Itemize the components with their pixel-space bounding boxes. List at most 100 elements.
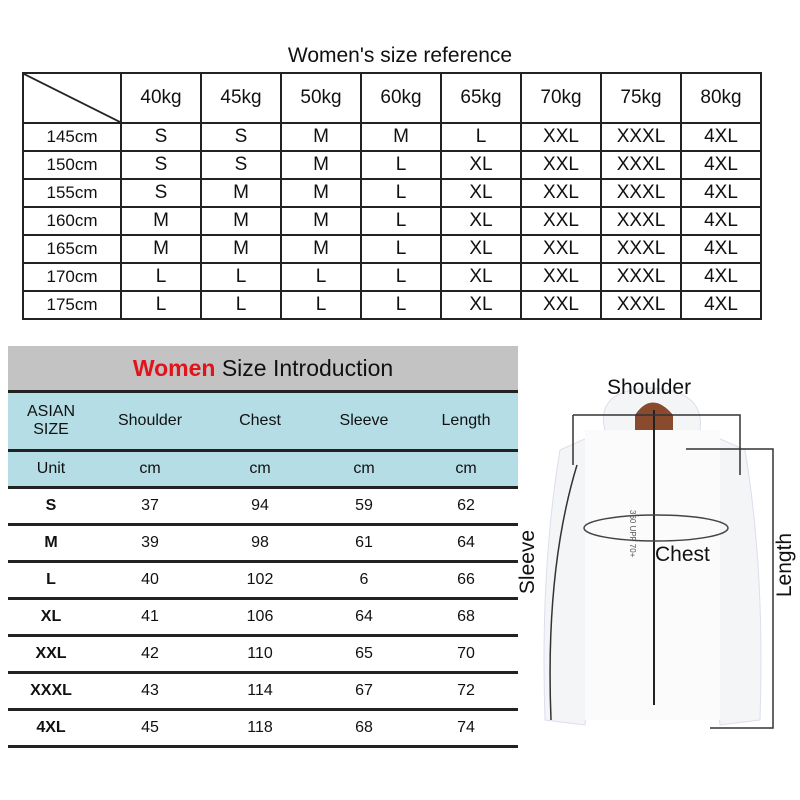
- intro-data-row: XXL 42 110 65 70: [8, 637, 518, 674]
- intro-cell: 59: [355, 497, 373, 514]
- reference-row: 145cm S S M M L XXL XXXL 4XL: [22, 122, 762, 152]
- height-cell: 160cm: [22, 206, 122, 236]
- size-cell: M: [120, 206, 202, 236]
- reference-row: 175cm L L L L XL XXL XXXL 4XL: [22, 290, 762, 320]
- reference-row: 165cm M M M L XL XXL XXXL 4XL: [22, 234, 762, 264]
- size-cell: L: [120, 290, 202, 320]
- intro-cell: 74: [457, 719, 475, 736]
- intro-header-cell: Sleeve: [339, 412, 389, 429]
- intro-header-cell: ASIAN SIZE: [26, 403, 75, 438]
- intro-cell: 106: [246, 608, 274, 625]
- size-cell: L: [360, 262, 442, 292]
- intro-cell: S: [45, 497, 57, 514]
- intro-header-cell: Chest: [239, 412, 281, 429]
- intro-data-row: M 39 98 61 64: [8, 526, 518, 563]
- size-cell: XXL: [520, 178, 602, 208]
- intro-cell: 68: [457, 608, 475, 625]
- weight-header: 40kg: [120, 72, 202, 124]
- intro-cell: 43: [141, 682, 159, 699]
- size-cell: L: [360, 150, 442, 180]
- chest-label: Chest: [655, 543, 710, 566]
- intro-cell: 66: [457, 571, 475, 588]
- intro-cell: 98: [251, 534, 269, 551]
- size-cell: M: [360, 122, 442, 152]
- intro-cell: 45: [141, 719, 159, 736]
- size-cell: 4XL: [680, 262, 762, 292]
- size-introduction-table: Women Size Introduction ASIAN SIZE Should…: [8, 346, 518, 748]
- weight-header: 50kg: [280, 72, 362, 124]
- shoulder-label: Shoulder: [607, 376, 692, 399]
- size-cell: XXL: [520, 150, 602, 180]
- height-cell: 175cm: [22, 290, 122, 320]
- print-text: 360 UPF 70+: [628, 510, 637, 558]
- size-cell: L: [280, 262, 362, 292]
- size-cell: XL: [440, 150, 522, 180]
- size-cell: XXXL: [600, 178, 682, 208]
- intro-header-cell: Shoulder: [117, 412, 183, 429]
- intro-cell: 67: [355, 682, 373, 699]
- jacket-illustration: 360 UPF 70+: [543, 387, 774, 729]
- intro-cell: 94: [251, 497, 269, 514]
- length-label: Length: [773, 532, 796, 598]
- size-cell: S: [200, 122, 282, 152]
- size-cell: M: [280, 122, 362, 152]
- intro-cell: 68: [355, 719, 373, 736]
- diagonal-corner-cell: [22, 72, 122, 124]
- intro-cell: XL: [40, 608, 62, 625]
- size-cell: 4XL: [680, 234, 762, 264]
- size-cell: M: [280, 178, 362, 208]
- size-cell: M: [280, 206, 362, 236]
- size-cell: XXL: [520, 234, 602, 264]
- unit-cell: Unit: [36, 460, 66, 477]
- unit-cell: cm: [455, 460, 477, 477]
- weight-header: 65kg: [440, 72, 522, 124]
- intro-cell: 110: [247, 645, 273, 662]
- size-cell: L: [360, 234, 442, 264]
- intro-cell: 70: [457, 645, 475, 662]
- height-cell: 150cm: [22, 150, 122, 180]
- size-cell: XL: [440, 234, 522, 264]
- size-cell: 4XL: [680, 178, 762, 208]
- intro-cell: 42: [141, 645, 159, 662]
- size-cell: 4XL: [680, 206, 762, 236]
- intro-cell: 4XL: [36, 719, 66, 736]
- size-cell: M: [280, 234, 362, 264]
- size-cell: XXXL: [600, 122, 682, 152]
- size-cell: M: [200, 206, 282, 236]
- intro-cell: 65: [355, 645, 373, 662]
- size-cell: XXL: [520, 122, 602, 152]
- size-cell: L: [360, 206, 442, 236]
- intro-cell: 118: [247, 719, 273, 736]
- weight-header: 80kg: [680, 72, 762, 124]
- height-cell: 165cm: [22, 234, 122, 264]
- intro-cell: 61: [355, 534, 373, 551]
- intro-cell: 6: [359, 571, 369, 588]
- size-cell: S: [120, 122, 202, 152]
- unit-cell: cm: [353, 460, 375, 477]
- intro-cell: 114: [247, 682, 273, 699]
- size-cell: XXXL: [600, 150, 682, 180]
- intro-cell: 64: [355, 608, 373, 625]
- weight-header: 70kg: [520, 72, 602, 124]
- size-cell: M: [200, 234, 282, 264]
- intro-title: Women Size Introduction: [8, 346, 518, 393]
- reference-row: 170cm L L L L XL XXL XXXL 4XL: [22, 262, 762, 292]
- weight-header: 60kg: [360, 72, 442, 124]
- intro-header-cell: Length: [441, 412, 491, 429]
- unit-cell: cm: [249, 460, 271, 477]
- size-cell: M: [280, 150, 362, 180]
- intro-data-row: L 40 102 6 66: [8, 563, 518, 600]
- intro-cell: 37: [141, 497, 159, 514]
- intro-cell: 41: [141, 608, 159, 625]
- size-cell: L: [360, 290, 442, 320]
- size-cell: S: [120, 150, 202, 180]
- size-cell: L: [200, 290, 282, 320]
- size-cell: M: [200, 178, 282, 208]
- size-cell: XXXL: [600, 262, 682, 292]
- reference-row: 150cm S S M L XL XXL XXXL 4XL: [22, 150, 762, 180]
- jacket-diagram: 360 UPF 70+ Shoulder Chest Sleeve Length: [515, 370, 800, 750]
- size-cell: XXXL: [600, 206, 682, 236]
- size-cell: XXL: [520, 206, 602, 236]
- height-cell: 170cm: [22, 262, 122, 292]
- size-cell: L: [440, 122, 522, 152]
